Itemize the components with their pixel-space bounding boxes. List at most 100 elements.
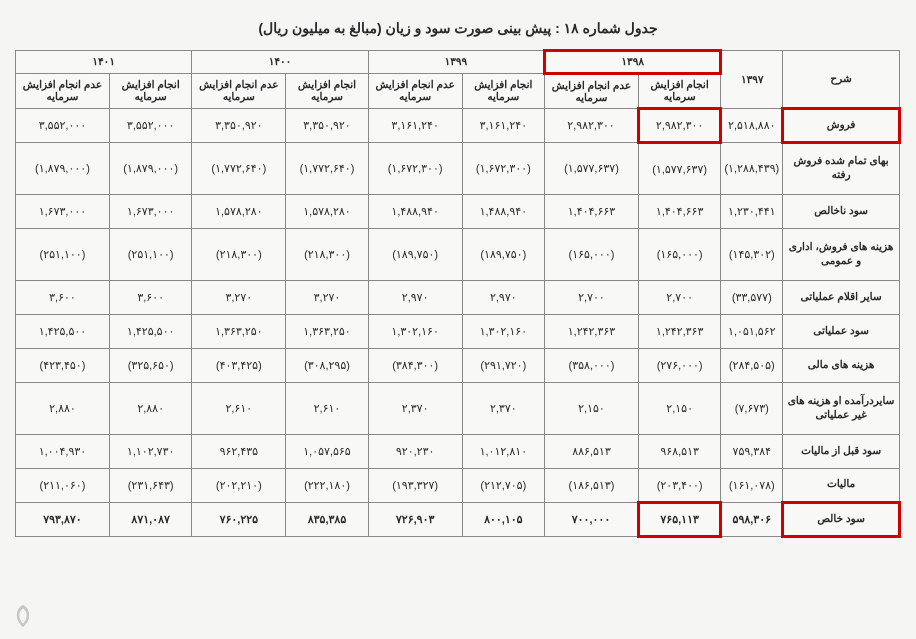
cell-1398-noinc: ۷۰۰,۰۰۰ [545,503,639,537]
cell-1399-noinc: ۲,۹۷۰ [368,281,462,315]
cell-1398-inc: ۲,۹۸۲,۳۰۰ [638,109,720,143]
table-row: هزینه های فروش، اداری و عمومی(۱۴۵,۳۰۲) (۱… [16,229,900,281]
col-1400: ۱۴۰۰ [192,51,368,74]
cell-1400-noinc: ۲,۶۱۰ [192,383,286,435]
cell-1400-inc: (۲۲۲,۱۸۰) [286,469,368,503]
cell-1400-inc: ۳,۲۷۰ [286,281,368,315]
sub-1398-noinc: عدم انجام افزایش سرمایه [545,74,639,109]
cell-1400-inc: ۱,۳۶۳,۲۵۰ [286,315,368,349]
cell-1400-inc: ۱,۰۵۷,۵۶۵ [286,435,368,469]
cell-1400-inc: ۱,۵۷۸,۲۸۰ [286,195,368,229]
cell-1400-inc: (۱,۷۷۲,۶۴۰) [286,143,368,195]
cell-1400-noinc: ۹۶۲,۴۳۵ [192,435,286,469]
cell-1398-noinc: ۸۸۶,۵۱۳ [545,435,639,469]
col-1397: ۱۳۹۷ [721,51,783,109]
cell-1399-inc: (۱۸۹,۷۵۰) [462,229,544,281]
cell-1398-noinc: (۱,۵۷۷,۶۳۷) [545,143,639,195]
cell-1400-noinc: ۱,۳۶۳,۲۵۰ [192,315,286,349]
cell-1401-noinc: ۳,۵۵۲,۰۰۰ [16,109,110,143]
table-row: سود ناخالص۱,۲۳۰,۴۴۱۱,۴۰۴,۶۶۳۱,۴۰۴,۶۶۳۱,۴… [16,195,900,229]
cell-1397: (۱۴۵,۳۰۲) [721,229,783,281]
cell-1401-noinc: ۱,۰۰۴,۹۳۰ [16,435,110,469]
cell-1400-noinc: ۳,۳۵۰,۹۲۰ [192,109,286,143]
cell-1401-inc: (۳۲۵,۶۵۰) [109,349,191,383]
cell-1399-inc: ۸۰۰,۱۰۵ [462,503,544,537]
cell-1399-inc: ۲,۳۷۰ [462,383,544,435]
cell-1398-inc: ۲,۷۰۰ [638,281,720,315]
cell-1399-noinc: ۱,۴۸۸,۹۴۰ [368,195,462,229]
cell-1399-noinc: ۹۲۰,۲۳۰ [368,435,462,469]
financial-table: شرح ۱۳۹۷ ۱۳۹۸ ۱۳۹۹ ۱۴۰۰ ۱۴۰۱ انجام افزای… [15,49,901,538]
cell-1400-noinc: ۱,۵۷۸,۲۸۰ [192,195,286,229]
cell-1398-noinc: (۱۸۶,۵۱۳) [545,469,639,503]
row-label: سایر اقلام عملیاتی [783,281,900,315]
cell-1399-inc: (۲۱۲,۷۰۵) [462,469,544,503]
watermark-icon [8,601,38,631]
row-label: سود قبل از مالیات [783,435,900,469]
cell-1400-noinc: ۳,۲۷۰ [192,281,286,315]
sub-1401-inc: انجام افزایش سرمایه [109,74,191,109]
cell-1397: ۱,۲۳۰,۴۴۱ [721,195,783,229]
cell-1398-noinc: ۱,۴۰۴,۶۶۳ [545,195,639,229]
cell-1401-noinc: (۲۵۱,۱۰۰) [16,229,110,281]
cell-1398-inc: (۲۷۶,۰۰۰) [638,349,720,383]
cell-1399-noinc: ۳,۱۶۱,۲۴۰ [368,109,462,143]
cell-1397: (۳۳,۵۷۷) [721,281,783,315]
cell-1398-noinc: ۲,۹۸۲,۳۰۰ [545,109,639,143]
cell-1399-noinc: ۷۲۶,۹۰۳ [368,503,462,537]
cell-1401-noinc: (۲۱۱,۰۶۰) [16,469,110,503]
sub-1399-inc: انجام افزایش سرمایه [462,74,544,109]
cell-1401-noinc: (۴۲۳,۴۵۰) [16,349,110,383]
cell-1401-inc: (۲۵۱,۱۰۰) [109,229,191,281]
cell-1397: ۲,۵۱۸,۸۸۰ [721,109,783,143]
sub-1400-inc: انجام افزایش سرمایه [286,74,368,109]
table-row: سود خالص۵۹۸,۳۰۶۷۶۵,۱۱۳۷۰۰,۰۰۰۸۰۰,۱۰۵۷۲۶,… [16,503,900,537]
cell-1401-noinc: ۳,۶۰۰ [16,281,110,315]
cell-1399-inc: ۱,۰۱۲,۸۱۰ [462,435,544,469]
cell-1397: (۲۸۴,۵۰۵) [721,349,783,383]
cell-1400-inc: (۲۱۸,۳۰۰) [286,229,368,281]
table-row: فروش۲,۵۱۸,۸۸۰۲,۹۸۲,۳۰۰۲,۹۸۲,۳۰۰۳,۱۶۱,۲۴۰… [16,109,900,143]
cell-1397: (۷,۶۷۳) [721,383,783,435]
table-row: هزینه های مالی(۲۸۴,۵۰۵)(۲۷۶,۰۰۰)(۳۵۸,۰۰۰… [16,349,900,383]
row-label: سود عملیاتی [783,315,900,349]
cell-1399-noinc: ۱,۳۰۲,۱۶۰ [368,315,462,349]
cell-1400-noinc: (۲۰۲,۲۱۰) [192,469,286,503]
row-label: هزینه های فروش، اداری و عمومی [783,229,900,281]
sub-1399-noinc: عدم انجام افزایش سرمایه [368,74,462,109]
col-1399: ۱۳۹۹ [368,51,544,74]
cell-1401-inc: (۱,۸۷۹,۰۰۰) [109,143,191,195]
cell-1397: ۷۵۹,۳۸۴ [721,435,783,469]
cell-1398-inc: ۹۶۸,۵۱۳ [638,435,720,469]
cell-1399-noinc: (۱۹۳,۳۲۷) [368,469,462,503]
cell-1401-noinc: ۲,۸۸۰ [16,383,110,435]
sub-1400-noinc: عدم انجام افزایش سرمایه [192,74,286,109]
cell-1397: ۵۹۸,۳۰۶ [721,503,783,537]
cell-1399-inc: ۱,۴۸۸,۹۴۰ [462,195,544,229]
table-row: سایردرآمده او هزینه های غیر عملیاتی(۷,۶۷… [16,383,900,435]
row-label: هزینه های مالی [783,349,900,383]
table-row: سایر اقلام عملیاتی(۳۳,۵۷۷)۲,۷۰۰۲,۷۰۰۲,۹۷… [16,281,900,315]
cell-1401-inc: ۲,۸۸۰ [109,383,191,435]
cell-1398-noinc: (۱۶۵,۰۰۰) [545,229,639,281]
sub-1398-inc: انجام افزایش سرمایه [638,74,720,109]
cell-1398-inc: ۷۶۵,۱۱۳ [638,503,720,537]
cell-1401-inc: ۱,۱۰۲,۷۳۰ [109,435,191,469]
cell-1401-noinc: ۷۹۳,۸۷۰ [16,503,110,537]
cell-1398-noinc: ۲,۷۰۰ [545,281,639,315]
row-label: سود خالص [783,503,900,537]
table-row: بهای تمام شده فروش رفته(۱,۲۸۸,۴۳۹)(۱,۵۷۷… [16,143,900,195]
cell-1399-inc: (۲۹۱,۷۲۰) [462,349,544,383]
cell-1401-noinc: ۱,۶۷۳,۰۰۰ [16,195,110,229]
cell-1401-inc: ۳,۵۵۲,۰۰۰ [109,109,191,143]
cell-1400-noinc: (۴۰۳,۴۲۵) [192,349,286,383]
cell-1401-inc: ۳,۶۰۰ [109,281,191,315]
cell-1399-inc: (۱,۶۷۲,۳۰۰) [462,143,544,195]
cell-1400-noinc: ۷۶۰,۲۲۵ [192,503,286,537]
header-years: شرح ۱۳۹۷ ۱۳۹۸ ۱۳۹۹ ۱۴۰۰ ۱۴۰۱ [16,51,900,74]
cell-1397: (۱۶۱,۰۷۸) [721,469,783,503]
cell-1401-noinc: (۱,۸۷۹,۰۰۰) [16,143,110,195]
cell-1398-inc: ۲,۱۵۰ [638,383,720,435]
cell-1398-inc: ۱,۲۴۲,۳۶۳ [638,315,720,349]
cell-1398-inc: (۲۰۳,۴۰۰) [638,469,720,503]
